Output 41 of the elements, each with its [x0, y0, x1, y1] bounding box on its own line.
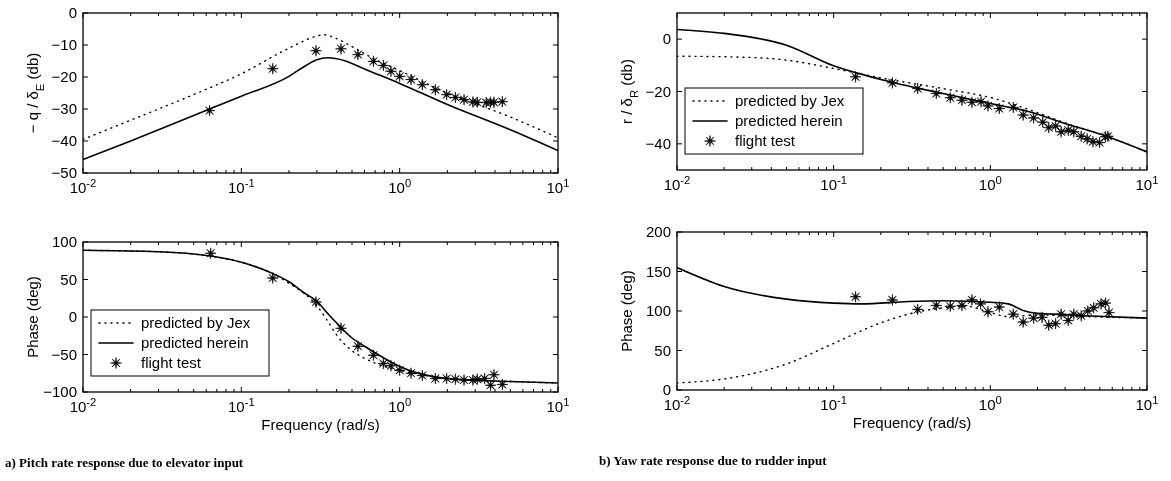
x-tick-label: 10$^{0}$	[388, 177, 412, 196]
x-tick-label: 10$^{-2}$	[663, 174, 691, 193]
legend-label: predicted herein	[735, 112, 843, 129]
x-tick-label: 10$^{-1}$	[227, 396, 255, 415]
x-tick-label: 10$^{0}$	[978, 394, 1002, 413]
legend-label: predicted herein	[141, 334, 249, 351]
y-tick-label: 100	[645, 302, 671, 319]
x-tick-label: 10$^{-1}$	[227, 177, 255, 196]
x-tick-label: 10$^{1}$	[546, 396, 570, 415]
y-tick-label: 200	[645, 223, 671, 240]
y-tick-label: 0	[68, 308, 77, 325]
y-tick-label: −20	[51, 68, 77, 85]
x-tick-label: 10$^{-1}$	[820, 174, 848, 193]
y-tick-label: −20	[645, 82, 671, 100]
legend-label: predicted by Jex	[141, 314, 251, 331]
y-tick-label: −40	[645, 134, 671, 152]
x-tick-label: 10$^{0}$	[388, 396, 412, 415]
y-tick-label: −30	[51, 100, 77, 117]
y-tick-label: −10	[51, 36, 77, 53]
text: b) Yaw rate response due to rudder input	[599, 453, 828, 468]
x-tick-label: 10$^{1}$	[1135, 174, 1159, 193]
x-tick-label: 10$^{0}$	[978, 174, 1002, 193]
legend-label: flight test	[735, 132, 796, 149]
x-axis-title: Frequency (rad/s)	[261, 416, 380, 433]
y-tick-label: −40	[51, 132, 77, 149]
y-tick-label: 0	[662, 30, 671, 48]
y-axis-title: Phase (deg)	[24, 276, 41, 358]
legend-label: flight test	[141, 354, 202, 371]
y-tick-label: −50	[51, 345, 77, 363]
y-tick-label: 150	[645, 262, 671, 280]
y-tick-label: 0	[68, 4, 77, 21]
x-axis-title: Frequency (rad/s)	[852, 414, 972, 431]
x-tick-label: 10$^{-1}$	[820, 394, 848, 413]
y-tick-label: 50	[654, 341, 671, 359]
x-tick-label: 10$^{1}$	[546, 177, 570, 196]
x-tick-label: 10$^{1}$	[1135, 394, 1159, 413]
y-tick-label: 100	[51, 233, 77, 250]
text: a) Pitch rate response due to elevator input	[5, 455, 244, 470]
y-tick-label: 50	[60, 270, 77, 288]
y-axis-title: Phase (deg)	[618, 270, 635, 352]
legend-label: predicted by Jex	[735, 92, 845, 109]
